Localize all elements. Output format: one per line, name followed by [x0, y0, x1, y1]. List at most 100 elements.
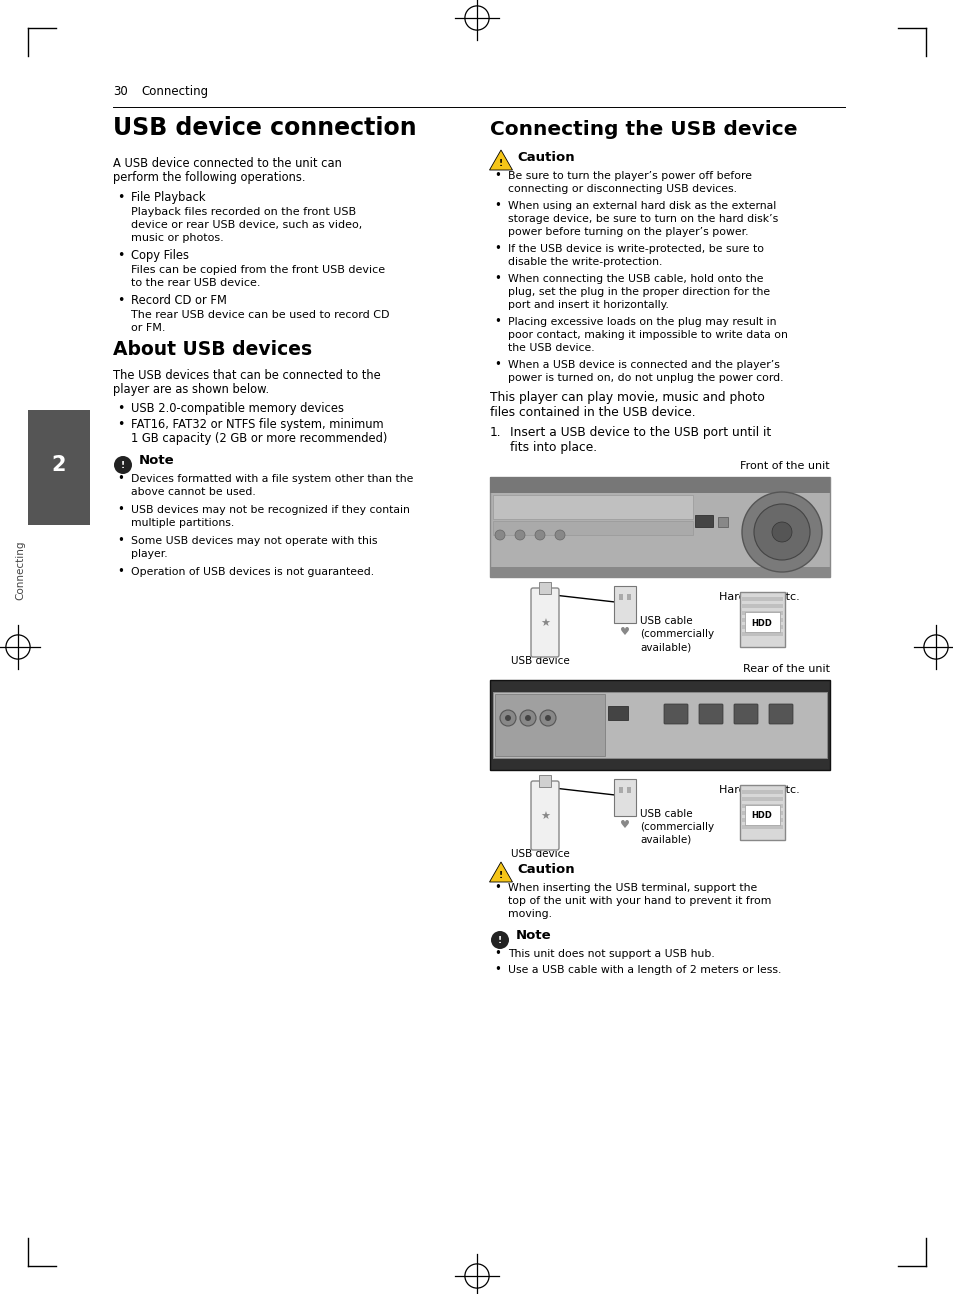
Text: Record CD or FM: Record CD or FM [131, 294, 227, 307]
Bar [493, 521, 692, 534]
Text: Hard disk, etc.: Hard disk, etc. [719, 591, 800, 602]
Text: !: ! [498, 871, 502, 880]
Text: perform the following operations.: perform the following operations. [112, 171, 305, 184]
Text: Front of the unit: Front of the unit [740, 461, 829, 471]
Bar [740, 591, 784, 647]
Text: •: • [117, 402, 124, 415]
Polygon shape [489, 862, 512, 883]
Text: Connecting: Connecting [15, 541, 25, 599]
Polygon shape [489, 150, 512, 170]
Text: available): available) [639, 835, 691, 845]
Text: ★: ★ [539, 619, 550, 629]
Text: Connecting: Connecting [141, 85, 208, 98]
Text: (commercially: (commercially [639, 629, 714, 639]
FancyBboxPatch shape [531, 587, 558, 657]
Text: top of the unit with your hand to prevent it from: top of the unit with your hand to preven… [507, 895, 771, 906]
Circle shape [491, 930, 509, 949]
Text: !: ! [121, 461, 125, 470]
Text: storage device, be sure to turn on the hard disk’s: storage device, be sure to turn on the h… [507, 214, 778, 224]
Bar [538, 775, 551, 787]
FancyBboxPatch shape [531, 782, 558, 850]
Bar [741, 611, 782, 615]
Bar [718, 518, 727, 527]
Text: Devices formatted with a file system other than the: Devices formatted with a file system oth… [131, 474, 413, 484]
Bar [741, 631, 782, 635]
Text: When inserting the USB terminal, support the: When inserting the USB terminal, support… [507, 883, 757, 893]
Text: USB 2.0-compatible memory devices: USB 2.0-compatible memory devices [131, 402, 344, 415]
Circle shape [535, 531, 544, 540]
Text: USB cable: USB cable [639, 616, 692, 626]
Text: •: • [494, 314, 500, 327]
Text: USB cable: USB cable [639, 809, 692, 819]
Bar [744, 612, 780, 631]
Bar [744, 805, 780, 826]
Text: poor contact, making it impossible to write data on: poor contact, making it impossible to wr… [507, 330, 787, 340]
Text: •: • [494, 881, 500, 894]
Bar [741, 826, 782, 829]
Text: Caution: Caution [517, 863, 574, 876]
Text: •: • [117, 472, 124, 485]
Bar [741, 818, 782, 822]
Text: available): available) [639, 642, 691, 652]
Text: When connecting the USB cable, hold onto the: When connecting the USB cable, hold onto… [507, 274, 762, 283]
Text: •: • [117, 192, 124, 204]
Text: 1 GB capacity (2 GB or more recommended): 1 GB capacity (2 GB or more recommended) [131, 432, 387, 445]
Text: 30: 30 [112, 85, 128, 98]
Text: Some USB devices may not operate with this: Some USB devices may not operate with th… [131, 536, 377, 546]
Text: device or rear USB device, such as video,: device or rear USB device, such as video… [131, 220, 362, 230]
Bar [695, 515, 712, 527]
Circle shape [113, 455, 132, 474]
Bar [740, 785, 784, 840]
Text: If the USB device is write-protected, be sure to: If the USB device is write-protected, be… [507, 245, 763, 254]
Circle shape [499, 710, 516, 726]
Text: USB devices may not be recognized if they contain: USB devices may not be recognized if the… [131, 505, 410, 515]
Bar [618, 787, 622, 793]
Text: player are as shown below.: player are as shown below. [112, 383, 269, 396]
Text: HDD: HDD [751, 811, 772, 820]
Bar [490, 567, 829, 577]
Circle shape [544, 716, 551, 721]
Circle shape [515, 531, 524, 540]
Circle shape [771, 521, 791, 542]
Text: •: • [494, 272, 500, 285]
Bar [741, 619, 782, 622]
Text: The rear USB device can be used to record CD: The rear USB device can be used to recor… [131, 311, 389, 320]
Text: Be sure to turn the player’s power off before: Be sure to turn the player’s power off b… [507, 171, 751, 181]
Text: Insert a USB device to the USB port until it: Insert a USB device to the USB port unti… [510, 426, 770, 439]
FancyBboxPatch shape [614, 586, 636, 622]
Text: Rear of the unit: Rear of the unit [742, 664, 829, 674]
Text: the USB device.: the USB device. [507, 343, 594, 353]
Bar [490, 477, 829, 577]
Circle shape [539, 710, 556, 726]
Bar [493, 496, 692, 519]
Text: When using an external hard disk as the external: When using an external hard disk as the … [507, 201, 776, 211]
Text: above cannot be used.: above cannot be used. [131, 487, 255, 497]
Bar [741, 597, 782, 600]
Bar [607, 707, 627, 719]
Bar [741, 625, 782, 629]
Text: Connecting the USB device: Connecting the USB device [490, 120, 797, 138]
Bar [741, 791, 782, 795]
Bar [741, 804, 782, 807]
Bar [741, 811, 782, 815]
FancyBboxPatch shape [733, 704, 758, 725]
Text: ♥: ♥ [619, 820, 629, 829]
Text: Copy Files: Copy Files [131, 248, 189, 261]
FancyBboxPatch shape [699, 704, 722, 725]
FancyBboxPatch shape [768, 704, 792, 725]
Text: When a USB device is connected and the player’s: When a USB device is connected and the p… [507, 360, 779, 370]
Text: plug, set the plug in the proper direction for the: plug, set the plug in the proper directi… [507, 287, 769, 298]
Text: Placing excessive loads on the plug may result in: Placing excessive loads on the plug may … [507, 317, 776, 327]
Text: Hard disk, etc.: Hard disk, etc. [719, 785, 800, 795]
Text: connecting or disconnecting USB devices.: connecting or disconnecting USB devices. [507, 184, 737, 194]
Text: Playback files recorded on the front USB: Playback files recorded on the front USB [131, 207, 355, 217]
Circle shape [495, 531, 504, 540]
Text: •: • [117, 503, 124, 516]
Text: FAT16, FAT32 or NTFS file system, minimum: FAT16, FAT32 or NTFS file system, minimu… [131, 418, 383, 431]
Text: !: ! [498, 159, 502, 168]
Text: (commercially: (commercially [639, 822, 714, 832]
Text: fits into place.: fits into place. [510, 441, 597, 454]
Text: player.: player. [131, 549, 168, 559]
Text: Caution: Caution [517, 151, 574, 164]
Text: 1.: 1. [490, 426, 501, 439]
